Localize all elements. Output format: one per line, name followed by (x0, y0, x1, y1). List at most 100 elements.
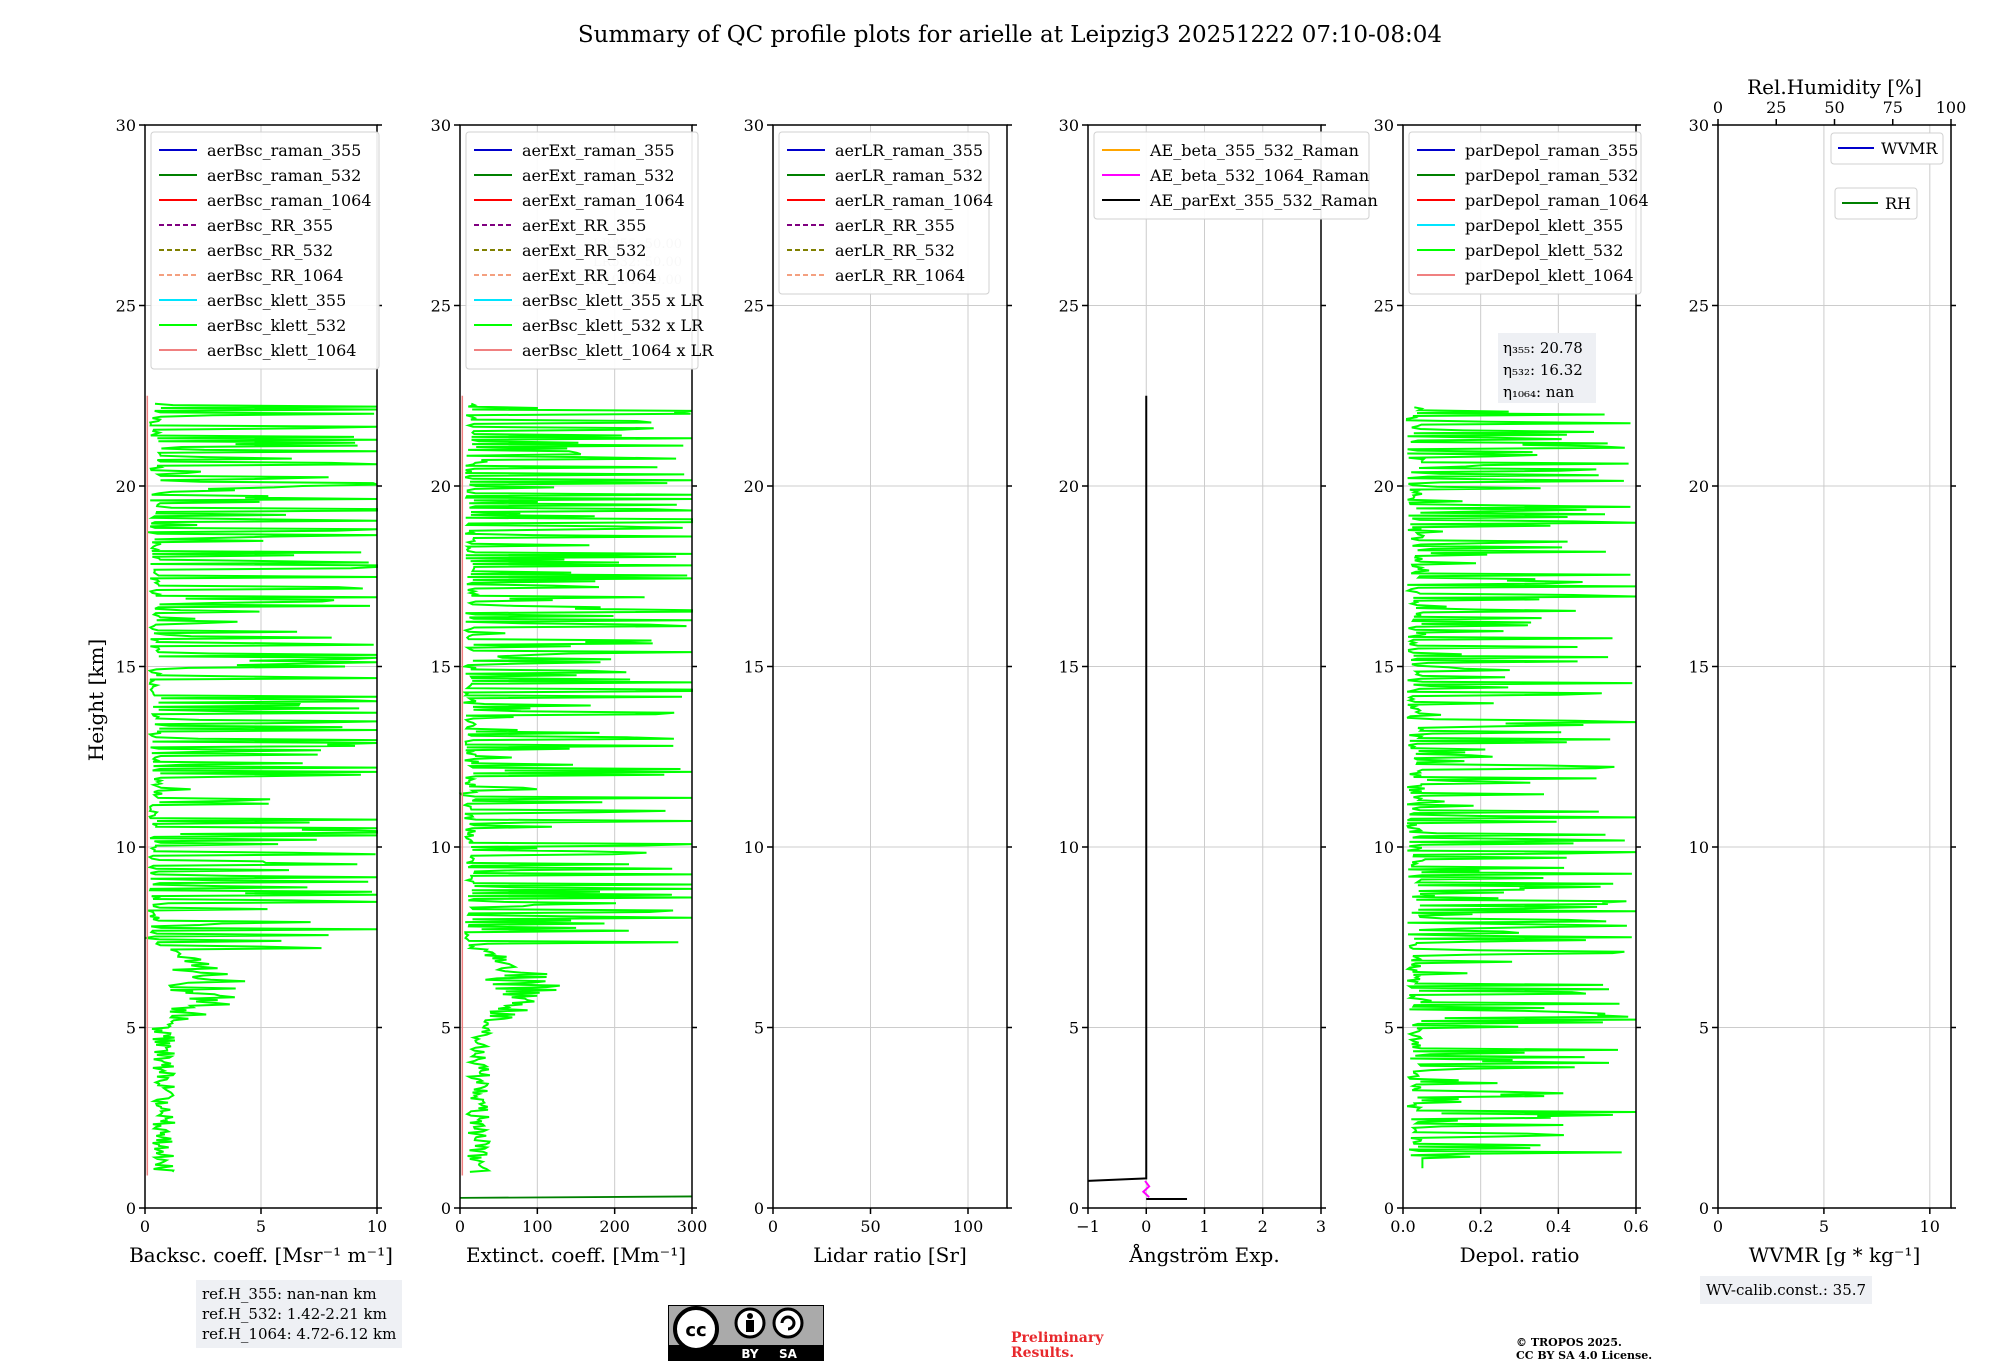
y-tick-label: 15 (1689, 658, 1709, 677)
y-tick-label: 30 (116, 116, 136, 135)
y-tick-label: 10 (1059, 838, 1079, 857)
legend-box (1408, 131, 1642, 295)
y-tick-label: 0 (1384, 1199, 1394, 1218)
y-tick-label: 10 (116, 838, 136, 857)
y-tick-label: 10 (431, 838, 451, 857)
legend-label: aerBsc_RR_1064 (207, 266, 343, 285)
x-tick-label: 0.6 (1623, 1217, 1648, 1236)
y-tick-label: 0 (754, 1199, 764, 1218)
legend-label: aerBsc_raman_355 (207, 141, 361, 160)
y-tick-label: 15 (431, 658, 451, 677)
x-tick-label: 0 (768, 1217, 778, 1236)
x-axis-label: Lidar ratio [Sr] (813, 1243, 967, 1267)
refh-1064: ref.H_1064: 4.72-6.12 km (202, 1325, 397, 1343)
klett-532-profile (458, 402, 693, 1173)
x-tick-label: 0 (1713, 1217, 1723, 1236)
x-tick-label: 0 (1141, 1217, 1151, 1236)
y-tick-label: 20 (1059, 477, 1079, 496)
legend-label: AE_parExt_355_532_Raman (1149, 191, 1378, 210)
x-tick-label: −1 (1076, 1217, 1100, 1236)
x-tick-label: 0.2 (1468, 1217, 1493, 1236)
y-tick-label: 5 (1069, 1019, 1079, 1038)
x-axis-label: WVMR [g * kg⁻¹] (1749, 1243, 1921, 1267)
x-tick-label: 1 (1199, 1217, 1209, 1236)
legend-label: aerBsc_klett_532 (207, 316, 346, 335)
y-tick-label: 20 (116, 477, 136, 496)
y-tick-label: 5 (126, 1019, 136, 1038)
y-tick-label: 30 (744, 116, 764, 135)
legend-label: aerLR_raman_532 (835, 166, 983, 185)
legend-label: aerExt_RR_532 (522, 241, 646, 260)
panel-backscatter: 0 5 10 0 5 10 15 20 25 30 Backsc. coeff. [Msr⁻¹ m⁻… (116, 116, 393, 1267)
legend-label: RH (1885, 194, 1911, 213)
legend-box (465, 131, 699, 370)
preliminary-line-1: Preliminary (1011, 1330, 1104, 1346)
legend-box (150, 131, 380, 370)
x-tick-label: 3 (1316, 1217, 1326, 1236)
top-x-tick-label: 100 (1936, 98, 1967, 117)
legend-label: WVMR (1881, 139, 1938, 158)
x-tick-label: 300 (677, 1217, 708, 1236)
wv-calib-text: WV-calib.const.: 35.7 (1706, 1281, 1867, 1299)
x-tick-label: 10 (367, 1217, 387, 1236)
y-tick-label: 5 (1699, 1019, 1709, 1038)
x-tick-label: 50 (860, 1217, 880, 1236)
axes-frame (772, 124, 1008, 1209)
legend-label: AE_beta_532_1064_Raman (1149, 166, 1369, 185)
sa-label: SA (779, 1347, 798, 1361)
legend-label: aerLR_raman_1064 (835, 191, 993, 210)
ae-parext-profile (1087, 395, 1148, 1182)
legend-label: aerLR_raman_355 (835, 141, 983, 160)
y-tick-label: 0 (441, 1199, 451, 1218)
x-axis-label: Extinct. coeff. [Mm⁻¹] (466, 1243, 686, 1267)
sa-share-icon (772, 1307, 804, 1339)
y-tick-label: 20 (744, 477, 764, 496)
x-tick-label: 0.4 (1546, 1217, 1571, 1236)
ae-beta-532-1064-profile (1141, 1180, 1151, 1198)
klett-532-profile (145, 402, 378, 1173)
legend-label: parDepol_klett_1064 (1465, 266, 1634, 285)
axes-frame (144, 124, 378, 1209)
traces-depol (1404, 406, 1637, 1169)
legend-label: AE_beta_355_532_Raman (1149, 141, 1359, 160)
cc-text: cc (685, 1320, 706, 1341)
depol-calibration-text: η₁₀₆₄: nan (1503, 383, 1574, 401)
legend-label: parDepol_raman_355 (1465, 141, 1638, 160)
cc-icon (673, 1306, 719, 1352)
x-tick-label: 0.0 (1390, 1217, 1415, 1236)
y-tick-label: 20 (1689, 477, 1709, 496)
y-tick-label: 5 (441, 1019, 451, 1038)
y-tick-label: 15 (1059, 658, 1079, 677)
top-x-tick-label: 50 (1824, 98, 1844, 117)
x-axis-label: Ångström Exp. (1128, 1242, 1279, 1267)
depol-calibration-box (1498, 333, 1596, 403)
top-x-tick-label: 75 (1883, 98, 1903, 117)
axes-frame (1402, 124, 1637, 1209)
y-tick-label: 20 (431, 477, 451, 496)
preliminary-line-2: Results. (1011, 1345, 1075, 1361)
top-x-tick-label: 25 (1766, 98, 1786, 117)
legend-label: parDepol_raman_1064 (1465, 191, 1649, 210)
legend-label: parDepol_klett_532 (1465, 241, 1623, 260)
x-axis-label: Backsc. coeff. [Msr⁻¹ m⁻¹] (129, 1243, 393, 1267)
y-tick-label: 10 (1689, 838, 1709, 857)
legend-label: parDepol_raman_532 (1465, 166, 1638, 185)
y-tick-label: 10 (744, 838, 764, 857)
x-tick-label: 10 (1920, 1217, 1940, 1236)
legend-label: aerBsc_RR_355 (207, 216, 333, 235)
refh-355: ref.H_355: nan-nan km (202, 1285, 377, 1303)
cc-by-sa-badge: cc BY SA (668, 1305, 824, 1361)
x-tick-label: 5 (1819, 1217, 1829, 1236)
y-tick-label: 30 (1059, 116, 1079, 135)
y-tick-label: 25 (431, 297, 451, 316)
refh-532: ref.H_532: 1.42-2.21 km (202, 1305, 387, 1323)
y-tick-label: 10 (1374, 838, 1394, 857)
by-label: BY (741, 1347, 758, 1361)
legend-label: aerExt_raman_355 (522, 141, 675, 160)
legend-box (778, 131, 990, 295)
y-tick-label: 25 (1689, 297, 1709, 316)
legend-label: aerBsc_RR_532 (207, 241, 333, 260)
top-x-tick-label: 0 (1713, 98, 1723, 117)
axes-frame (1087, 124, 1322, 1209)
